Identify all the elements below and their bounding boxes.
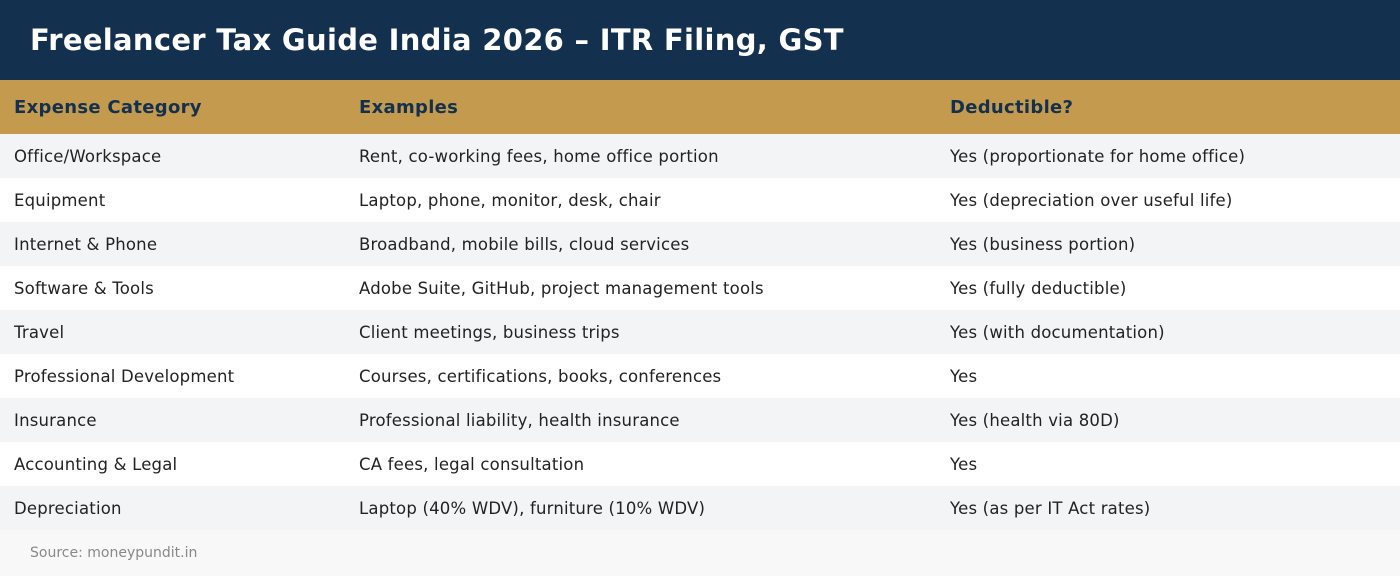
cell-examples: CA fees, legal consultation [359,454,585,474]
table-header: Expense Category Examples Deductible? [0,80,1400,134]
cell-category: Insurance [14,410,97,430]
cell-examples: Rent, co-working fees, home office porti… [359,146,719,166]
cell-deductible: Yes (health via 80D) [950,410,1120,430]
table-row: Equipment Laptop, phone, monitor, desk, … [0,178,1400,222]
cell-deductible: Yes (depreciation over useful life) [950,190,1233,210]
page-footer: Source: moneypundit.in [0,530,1400,576]
table-row: Insurance Professional liability, health… [0,398,1400,442]
cell-examples: Laptop, phone, monitor, desk, chair [359,190,661,210]
table-row: Software & Tools Adobe Suite, GitHub, pr… [0,266,1400,310]
cell-deductible: Yes (fully deductible) [950,278,1127,298]
table-row: Depreciation Laptop (40% WDV), furniture… [0,486,1400,530]
cell-deductible: Yes [950,366,978,386]
cell-examples: Laptop (40% WDV), furniture (10% WDV) [359,498,706,518]
cell-category: Internet & Phone [14,234,158,254]
cell-category: Accounting & Legal [14,454,178,474]
cell-deductible: Yes [950,454,978,474]
table-header-row: Expense Category Examples Deductible? [0,80,1400,134]
cell-deductible: Yes (as per IT Act rates) [950,498,1151,518]
cell-category: Equipment [14,190,106,210]
expense-table: Expense Category Examples Deductible? Of… [0,80,1400,530]
cell-deductible: Yes (business portion) [950,234,1136,254]
table-row: Internet & Phone Broadband, mobile bills… [0,222,1400,266]
table-row: Office/Workspace Rent, co-working fees, … [0,134,1400,178]
table-body: Office/Workspace Rent, co-working fees, … [0,134,1400,530]
source-credit: Source: moneypundit.in [30,545,198,561]
cell-deductible: Yes (with documentation) [950,322,1165,342]
page-title: Freelancer Tax Guide India 2026 – ITR Fi… [30,23,844,57]
table-row: Accounting & Legal CA fees, legal consul… [0,442,1400,486]
cell-category: Depreciation [14,498,122,518]
column-header-examples: Examples [359,96,459,118]
cell-examples: Professional liability, health insurance [359,410,680,430]
cell-category: Office/Workspace [14,146,162,166]
table-row: Professional Development Courses, certif… [0,354,1400,398]
cell-examples: Courses, certifications, books, conferen… [359,366,722,386]
column-header-expense-category: Expense Category [14,96,202,118]
cell-category: Professional Development [14,366,235,386]
cell-examples: Adobe Suite, GitHub, project management … [359,278,764,298]
page-header: Freelancer Tax Guide India 2026 – ITR Fi… [0,0,1400,80]
table-row: Travel Client meetings, business trips Y… [0,310,1400,354]
cell-examples: Client meetings, business trips [359,322,620,342]
cell-category: Travel [14,322,65,342]
cell-category: Software & Tools [14,278,154,298]
column-header-deductible: Deductible? [950,96,1074,118]
cell-deductible: Yes (proportionate for home office) [950,146,1246,166]
cell-examples: Broadband, mobile bills, cloud services [359,234,690,254]
